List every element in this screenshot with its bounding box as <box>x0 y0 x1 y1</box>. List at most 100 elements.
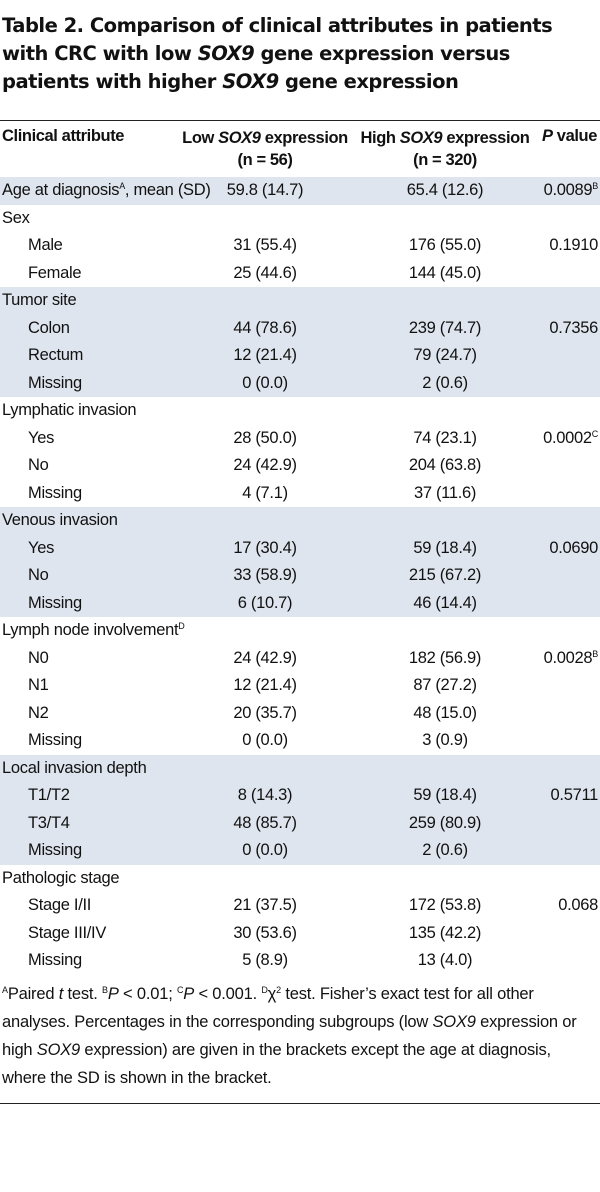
header-clinical-attribute: Clinical attribute <box>2 127 125 145</box>
row-label: Yes <box>28 428 55 447</box>
high-sox9-value: 79 (24.7) <box>413 346 477 364</box>
table-row: N0 24 (42.9) 182 (56.9) 0.0028B <box>0 645 600 673</box>
table-row: Colon 44 (78.6) 239 (74.7) 0.7356 <box>0 314 600 342</box>
bottom-rule <box>0 1103 600 1104</box>
row-label: Stage III/IV <box>28 923 107 942</box>
table-row: Venous invasion <box>0 507 600 535</box>
low-sox9-value: 20 (35.7) <box>233 703 297 722</box>
high-sox9-value: 46 (14.4) <box>413 593 477 612</box>
low-sox9-value: 48 (85.7) <box>233 813 297 832</box>
table-header: Clinical attribute Low SOX9 expression (… <box>0 120 600 177</box>
p-value: 0.1910 <box>549 236 598 254</box>
high-sox9-value: 2 (0.6) <box>422 841 468 859</box>
row-label: No <box>28 456 49 474</box>
table-row: Yes 28 (50.0) 74 (23.1) 0.0002C <box>0 425 600 453</box>
p-value: 0.068 <box>558 896 598 914</box>
high-sox9-value: 182 (56.9) <box>408 648 482 667</box>
row-label: Missing <box>28 951 82 969</box>
high-sox9-value: 215 (67.2) <box>408 566 482 584</box>
low-sox9-value: 8 (14.3) <box>237 786 293 804</box>
table-row: Missing 0 (0.0) 3 (0.9) <box>0 727 600 755</box>
p-value: 0.0089B <box>543 181 599 199</box>
table-row: Stage I/II 21 (37.5) 172 (53.8) 0.068 <box>0 892 600 920</box>
low-sox9-value: 44 (78.6) <box>233 318 297 337</box>
row-label: N0 <box>28 648 49 667</box>
table-row: Yes 17 (30.4) 59 (18.4) 0.0690 <box>0 534 600 562</box>
table-row: Missing 0 (0.0) 2 (0.6) <box>0 369 600 397</box>
high-sox9-value: 239 (74.7) <box>408 318 482 337</box>
table-row: Age at diagnosisA, mean (SD) 59.8 (14.7) 6… <box>0 177 600 205</box>
row-label: Missing <box>28 731 82 749</box>
low-sox9-value: 0 (0.0) <box>242 373 288 392</box>
low-sox9-value: 17 (30.4) <box>233 538 297 557</box>
header-p-value: P value <box>542 127 597 145</box>
high-sox9-value: 37 (11.6) <box>413 483 477 502</box>
high-sox9-value: 48 (15.0) <box>413 703 477 722</box>
low-sox9-value: 4 (7.1) <box>242 483 288 502</box>
table-row: Lymph node involvementD <box>0 617 600 645</box>
high-sox9-value: 135 (42.2) <box>408 923 482 942</box>
table-caption: Table 2. Comparison of clinical attribut… <box>2 14 553 93</box>
row-label: N2 <box>28 703 49 722</box>
low-sox9-value: 6 (10.7) <box>237 593 293 612</box>
header-high-sox9: High SOX9 expression (n = 320) <box>360 129 530 169</box>
high-sox9-value: 144 (45.0) <box>408 263 482 282</box>
table-row: Missing 6 (10.7) 46 (14.4) <box>0 589 600 617</box>
low-sox9-value: 21 (37.5) <box>233 896 297 914</box>
high-sox9-value: 74 (23.1) <box>413 428 477 447</box>
header-low-sox9: Low SOX9 expression (n = 56) <box>182 129 348 169</box>
low-sox9-value: 24 (42.9) <box>233 648 297 667</box>
low-sox9-value: 12 (21.4) <box>233 346 297 364</box>
high-sox9-value: 87 (27.2) <box>413 676 477 694</box>
table-row: Pathologic stage <box>0 865 600 893</box>
p-value: 0.0690 <box>549 538 598 557</box>
row-label: Lymphatic invasion <box>2 401 137 419</box>
row-label: Age at diagnosisA, mean (SD) <box>2 181 211 199</box>
low-sox9-value: 31 (55.4) <box>233 236 297 254</box>
high-sox9-value: 176 (55.0) <box>408 236 482 254</box>
high-sox9-value: 204 (63.8) <box>408 456 482 474</box>
high-sox9-value: 59 (18.4) <box>413 538 477 557</box>
table-row: Stage III/IV 30 (53.6) 135 (42.2) <box>0 920 600 948</box>
low-sox9-value: 59.8 (14.7) <box>226 181 304 199</box>
low-sox9-value: 28 (50.0) <box>233 428 297 447</box>
p-value: 0.5711 <box>550 786 599 804</box>
low-sox9-value: 5 (8.9) <box>242 951 288 969</box>
row-label: Female <box>28 263 82 282</box>
high-sox9-value: 172 (53.8) <box>408 896 482 914</box>
table-row: T3/T4 48 (85.7) 259 (80.9) <box>0 809 600 837</box>
high-sox9-value: 259 (80.9) <box>408 813 482 832</box>
table-row: Rectum 12 (21.4) 79 (24.7) <box>0 342 600 370</box>
table-row: Local invasion depth <box>0 754 600 782</box>
low-sox9-value: 12 (21.4) <box>233 676 297 694</box>
row-label: Missing <box>28 593 82 612</box>
row-label: Colon <box>28 318 70 337</box>
row-label: No <box>28 566 49 584</box>
row-label: Male <box>28 236 63 254</box>
row-label: T3/T4 <box>28 813 70 832</box>
table-footnote: APaired t test. BP < 0.01; CP < 0.001. D… <box>2 985 577 1087</box>
table-row: N2 20 (35.7) 48 (15.0) <box>0 700 600 728</box>
row-label: Lymph node involvementD <box>2 621 185 639</box>
low-sox9-value: 24 (42.9) <box>233 456 297 474</box>
low-sox9-value: 0 (0.0) <box>242 841 288 859</box>
table-row: T1/T2 8 (14.3) 59 (18.4) 0.5711 <box>0 782 600 810</box>
high-sox9-value: 13 (4.0) <box>417 951 473 969</box>
low-sox9-value: 0 (0.0) <box>242 731 288 749</box>
table-row: Lymphatic invasion <box>0 397 600 425</box>
row-label: Local invasion depth <box>2 758 147 777</box>
clinical-attributes-table: Clinical attribute Low SOX9 expression (… <box>0 120 600 975</box>
table-row: Sex <box>0 205 600 233</box>
row-label: Rectum <box>28 346 84 364</box>
high-sox9-value: 2 (0.6) <box>422 373 468 392</box>
table-row: Missing 4 (7.1) 37 (11.6) <box>0 480 600 508</box>
row-label: Tumor site <box>2 291 77 309</box>
table-row: Male 31 (55.4) 176 (55.0) 0.1910 <box>0 232 600 260</box>
row-label: Missing <box>28 841 82 859</box>
high-sox9-value: 3 (0.9) <box>422 731 468 749</box>
high-sox9-value: 65.4 (12.6) <box>406 181 484 199</box>
table-row: Missing 5 (8.9) 13 (4.0) <box>0 947 600 975</box>
table-body: Age at diagnosisA, mean (SD) 59.8 (14.7) 6… <box>0 177 600 975</box>
row-label: Missing <box>28 483 82 502</box>
low-sox9-value: 25 (44.6) <box>233 263 297 282</box>
